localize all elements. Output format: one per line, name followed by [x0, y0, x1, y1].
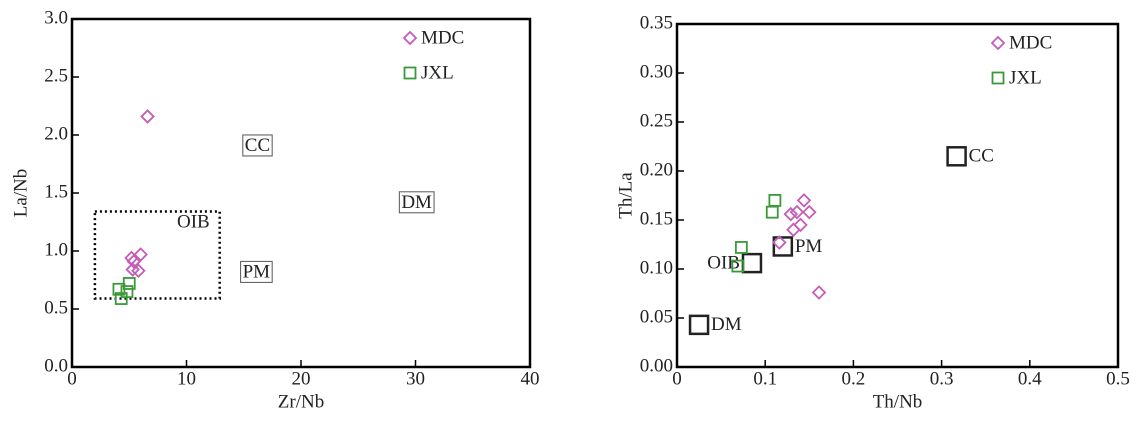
annotation-box: [398, 191, 435, 214]
point: [802, 204, 817, 220]
reference-point: [772, 236, 794, 257]
reference-label: DM: [711, 314, 742, 335]
y-tick-label: 0.00: [640, 355, 673, 376]
y-tick-label: 0.30: [640, 61, 673, 82]
plot-frame: [70, 17, 532, 369]
annotation: OIB: [177, 212, 210, 233]
y-tick-label: 0.20: [640, 159, 673, 180]
y-tick-label: 0.35: [640, 12, 673, 33]
legend-label: MDC: [1009, 32, 1052, 53]
point: [126, 254, 142, 269]
y-tick-label: 0.0: [44, 355, 68, 376]
y-tick-label: 3.0: [44, 7, 68, 28]
point: [772, 235, 787, 250]
reference-label: CC: [969, 146, 994, 167]
point: [783, 206, 799, 222]
point: [793, 217, 808, 233]
annotation-box: [240, 260, 273, 283]
point: [789, 204, 805, 220]
y-tick-label: 0.5: [44, 297, 68, 318]
legend-label: JXL: [1009, 67, 1042, 88]
x-tick-label: 0.3: [930, 368, 954, 389]
point: [786, 222, 801, 238]
y-tick-label: 0.15: [640, 208, 673, 229]
x-axis-label: Th/Nb: [873, 391, 923, 412]
x-tick-label: 10: [177, 368, 196, 389]
y-tick-label: 1.5: [44, 181, 68, 202]
x-tick-label: 0.4: [1018, 368, 1042, 389]
point: [122, 277, 136, 290]
point: [811, 285, 827, 300]
legend-marker: [403, 66, 417, 80]
point: [796, 193, 812, 208]
point: [768, 193, 782, 207]
legend-marker: [990, 35, 1006, 51]
x-tick-label: 0.5: [1106, 368, 1130, 389]
legend-marker: [991, 71, 1005, 85]
reference-label: OIB: [707, 252, 740, 273]
annotation: PM: [243, 261, 271, 282]
point: [734, 241, 748, 254]
x-tick-label: 0.1: [753, 368, 777, 389]
x-tick-label: 0: [67, 368, 77, 389]
x-axis-label: Zr/Nb: [278, 391, 324, 412]
annotation: DM: [401, 192, 432, 213]
y-tick-label: 2.0: [44, 123, 68, 144]
y-axis-label: La/Nb: [10, 169, 31, 218]
point: [140, 109, 155, 124]
reference-point: [688, 314, 710, 336]
legend-marker: [402, 30, 418, 46]
reference-label: PM: [795, 236, 823, 257]
y-tick-label: 0.05: [640, 306, 673, 327]
x-tick-label: 30: [406, 368, 425, 389]
point: [131, 263, 146, 278]
y-tick-label: 1.0: [44, 239, 68, 260]
annotation-box: [242, 134, 273, 157]
x-tick-label: 0: [672, 368, 682, 389]
legend-label: JXL: [421, 62, 454, 83]
x-tick-label: 40: [521, 368, 540, 389]
region: [93, 210, 221, 300]
annotation: CC: [245, 135, 270, 156]
x-tick-label: 0.2: [842, 368, 866, 389]
point: [114, 292, 128, 305]
legend-label: MDC: [421, 27, 464, 48]
plot-frame: [675, 22, 1120, 369]
point: [765, 205, 779, 219]
reference-point: [741, 252, 763, 274]
reference-point: [946, 146, 967, 167]
x-tick-label: 20: [292, 368, 311, 389]
point: [133, 247, 148, 262]
y-axis-label: Th/La: [615, 172, 636, 219]
y-tick-label: 0.25: [640, 110, 673, 131]
y-tick-label: 0.10: [640, 257, 673, 278]
y-tick-label: 2.5: [44, 65, 68, 86]
point: [731, 259, 745, 273]
